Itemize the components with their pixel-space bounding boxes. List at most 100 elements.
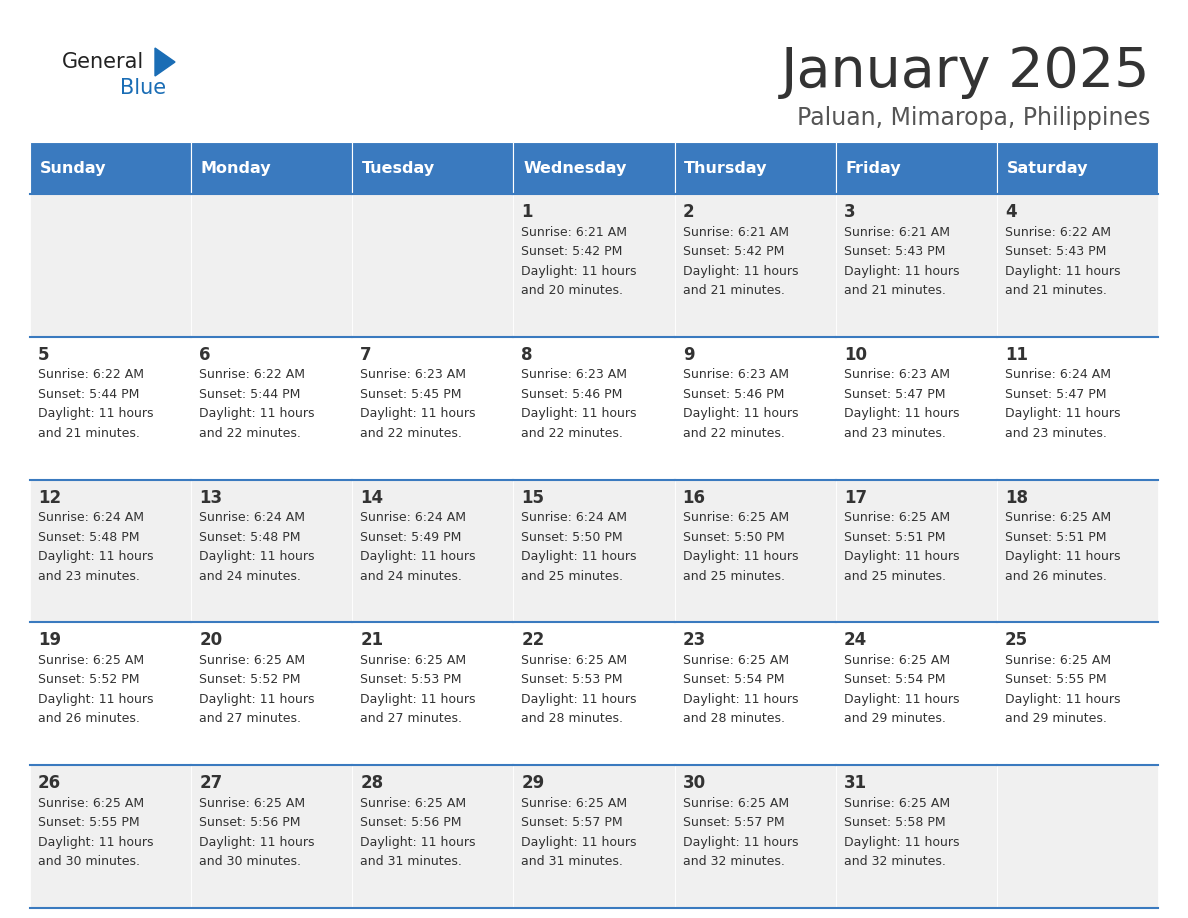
Text: and 32 minutes.: and 32 minutes. [843, 856, 946, 868]
Text: Sunset: 5:52 PM: Sunset: 5:52 PM [200, 674, 301, 687]
Text: and 22 minutes.: and 22 minutes. [683, 427, 784, 440]
Text: Sunrise: 6:25 AM: Sunrise: 6:25 AM [843, 511, 950, 524]
Text: and 23 minutes.: and 23 minutes. [1005, 427, 1107, 440]
Text: and 21 minutes.: and 21 minutes. [683, 284, 784, 297]
FancyBboxPatch shape [353, 337, 513, 479]
Text: Sunset: 5:47 PM: Sunset: 5:47 PM [843, 387, 946, 401]
Text: Sunrise: 6:24 AM: Sunrise: 6:24 AM [200, 511, 305, 524]
FancyBboxPatch shape [997, 337, 1158, 479]
Text: 29: 29 [522, 774, 545, 792]
Text: 4: 4 [1005, 203, 1017, 221]
Text: Sunset: 5:57 PM: Sunset: 5:57 PM [683, 816, 784, 829]
FancyBboxPatch shape [513, 479, 675, 622]
Text: Sunrise: 6:25 AM: Sunrise: 6:25 AM [200, 797, 305, 810]
FancyBboxPatch shape [191, 479, 353, 622]
Text: Monday: Monday [201, 161, 271, 175]
Text: Daylight: 11 hours: Daylight: 11 hours [683, 550, 798, 563]
Text: 6: 6 [200, 346, 210, 364]
Text: Daylight: 11 hours: Daylight: 11 hours [360, 408, 476, 420]
Text: Sunset: 5:58 PM: Sunset: 5:58 PM [843, 816, 946, 829]
Text: Daylight: 11 hours: Daylight: 11 hours [1005, 693, 1120, 706]
Text: Daylight: 11 hours: Daylight: 11 hours [522, 693, 637, 706]
Text: Sunset: 5:54 PM: Sunset: 5:54 PM [683, 674, 784, 687]
FancyBboxPatch shape [30, 622, 191, 766]
Text: Sunset: 5:48 PM: Sunset: 5:48 PM [38, 531, 139, 543]
Text: Tuesday: Tuesday [362, 161, 435, 175]
Text: Thursday: Thursday [684, 161, 767, 175]
Text: Sunset: 5:51 PM: Sunset: 5:51 PM [843, 531, 946, 543]
Text: Daylight: 11 hours: Daylight: 11 hours [38, 835, 153, 849]
Text: Sunset: 5:44 PM: Sunset: 5:44 PM [38, 387, 139, 401]
Text: Sunset: 5:43 PM: Sunset: 5:43 PM [1005, 245, 1106, 258]
Text: 19: 19 [38, 632, 62, 649]
Text: Sunrise: 6:25 AM: Sunrise: 6:25 AM [360, 797, 467, 810]
Text: and 24 minutes.: and 24 minutes. [200, 569, 301, 583]
Text: Sunrise: 6:25 AM: Sunrise: 6:25 AM [683, 511, 789, 524]
Text: Sunset: 5:51 PM: Sunset: 5:51 PM [1005, 531, 1106, 543]
Text: 28: 28 [360, 774, 384, 792]
Text: Sunrise: 6:25 AM: Sunrise: 6:25 AM [1005, 511, 1111, 524]
FancyBboxPatch shape [513, 622, 675, 766]
Text: Sunset: 5:56 PM: Sunset: 5:56 PM [200, 816, 301, 829]
Text: Daylight: 11 hours: Daylight: 11 hours [38, 693, 153, 706]
Text: Daylight: 11 hours: Daylight: 11 hours [360, 693, 476, 706]
FancyBboxPatch shape [835, 142, 997, 194]
FancyBboxPatch shape [675, 479, 835, 622]
FancyBboxPatch shape [997, 479, 1158, 622]
Text: Daylight: 11 hours: Daylight: 11 hours [683, 408, 798, 420]
Text: 10: 10 [843, 346, 867, 364]
Text: 12: 12 [38, 488, 62, 507]
Text: and 21 minutes.: and 21 minutes. [1005, 284, 1107, 297]
FancyBboxPatch shape [353, 622, 513, 766]
Text: 24: 24 [843, 632, 867, 649]
Text: Daylight: 11 hours: Daylight: 11 hours [360, 550, 476, 563]
Text: Daylight: 11 hours: Daylight: 11 hours [843, 550, 959, 563]
Text: Daylight: 11 hours: Daylight: 11 hours [200, 835, 315, 849]
Text: and 22 minutes.: and 22 minutes. [200, 427, 301, 440]
FancyBboxPatch shape [353, 479, 513, 622]
Text: Daylight: 11 hours: Daylight: 11 hours [38, 550, 153, 563]
Text: 20: 20 [200, 632, 222, 649]
FancyBboxPatch shape [191, 142, 353, 194]
Text: Sunset: 5:55 PM: Sunset: 5:55 PM [38, 816, 140, 829]
Text: Sunrise: 6:22 AM: Sunrise: 6:22 AM [38, 368, 144, 381]
Text: and 25 minutes.: and 25 minutes. [683, 569, 784, 583]
Text: Sunrise: 6:25 AM: Sunrise: 6:25 AM [38, 654, 144, 666]
Text: and 27 minutes.: and 27 minutes. [200, 712, 302, 725]
Text: Sunset: 5:54 PM: Sunset: 5:54 PM [843, 674, 946, 687]
Text: and 21 minutes.: and 21 minutes. [38, 427, 140, 440]
Text: and 22 minutes.: and 22 minutes. [360, 427, 462, 440]
Text: 7: 7 [360, 346, 372, 364]
FancyBboxPatch shape [675, 337, 835, 479]
Text: 18: 18 [1005, 488, 1028, 507]
Text: Sunset: 5:42 PM: Sunset: 5:42 PM [522, 245, 623, 258]
Text: 31: 31 [843, 774, 867, 792]
Text: Sunset: 5:53 PM: Sunset: 5:53 PM [522, 674, 623, 687]
Text: and 28 minutes.: and 28 minutes. [522, 712, 624, 725]
Text: Sunset: 5:55 PM: Sunset: 5:55 PM [1005, 674, 1106, 687]
FancyBboxPatch shape [675, 622, 835, 766]
Text: Sunrise: 6:21 AM: Sunrise: 6:21 AM [522, 226, 627, 239]
Text: Blue: Blue [120, 78, 166, 98]
FancyBboxPatch shape [675, 766, 835, 908]
Text: Sunrise: 6:25 AM: Sunrise: 6:25 AM [200, 654, 305, 666]
Text: Sunrise: 6:23 AM: Sunrise: 6:23 AM [522, 368, 627, 381]
Text: and 27 minutes.: and 27 minutes. [360, 712, 462, 725]
Text: Sunday: Sunday [39, 161, 106, 175]
Text: Daylight: 11 hours: Daylight: 11 hours [38, 408, 153, 420]
Text: and 31 minutes.: and 31 minutes. [522, 856, 624, 868]
Text: and 29 minutes.: and 29 minutes. [843, 712, 946, 725]
Text: Sunset: 5:50 PM: Sunset: 5:50 PM [683, 531, 784, 543]
Text: Daylight: 11 hours: Daylight: 11 hours [843, 408, 959, 420]
Polygon shape [154, 48, 175, 76]
Text: Sunrise: 6:25 AM: Sunrise: 6:25 AM [360, 654, 467, 666]
FancyBboxPatch shape [513, 766, 675, 908]
Text: Sunrise: 6:25 AM: Sunrise: 6:25 AM [522, 797, 627, 810]
Text: 15: 15 [522, 488, 544, 507]
Text: Sunrise: 6:24 AM: Sunrise: 6:24 AM [522, 511, 627, 524]
Text: 11: 11 [1005, 346, 1028, 364]
Text: Sunset: 5:42 PM: Sunset: 5:42 PM [683, 245, 784, 258]
FancyBboxPatch shape [997, 766, 1158, 908]
FancyBboxPatch shape [30, 337, 191, 479]
Text: and 29 minutes.: and 29 minutes. [1005, 712, 1107, 725]
